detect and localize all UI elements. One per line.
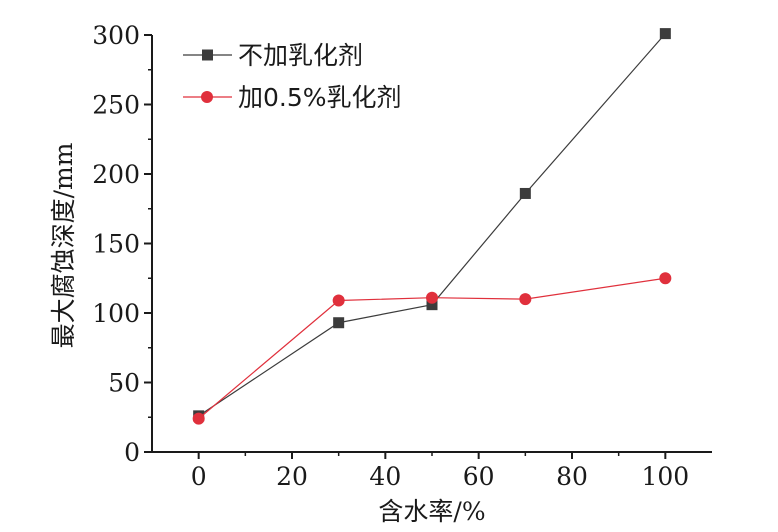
data-point bbox=[659, 272, 672, 285]
data-point bbox=[333, 317, 345, 329]
y-tick-label: 100 bbox=[92, 299, 140, 328]
x-tick-label: 0 bbox=[191, 462, 207, 491]
data-point bbox=[426, 299, 438, 311]
data-point bbox=[519, 187, 531, 199]
x-tick-label: 80 bbox=[556, 462, 588, 491]
y-tick-label: 250 bbox=[92, 91, 140, 120]
x-tick-label: 20 bbox=[276, 462, 308, 491]
y-axis-title: 最大腐蚀深度/mm bbox=[49, 142, 78, 348]
data-point bbox=[659, 28, 671, 40]
legend-entry: 不加乳化剂 bbox=[183, 41, 363, 70]
series-layer bbox=[192, 28, 672, 425]
y-tick-label: 150 bbox=[92, 230, 140, 259]
legend-marker bbox=[201, 91, 213, 103]
legend-marker bbox=[202, 49, 213, 61]
y-tick-label: 200 bbox=[92, 160, 140, 189]
legend-label: 加0.5%乳化剂 bbox=[238, 83, 402, 112]
x-tick-label: 40 bbox=[369, 462, 401, 491]
y-tick-label: 50 bbox=[108, 369, 140, 398]
x-axis-title: 含水率/% bbox=[378, 497, 485, 526]
x-tick-label: 100 bbox=[641, 462, 689, 491]
legend-label: 不加乳化剂 bbox=[238, 41, 363, 70]
data-point bbox=[332, 294, 345, 307]
data-point bbox=[426, 291, 438, 304]
y-tick-label: 300 bbox=[92, 21, 140, 50]
y-tick-label: 0 bbox=[124, 438, 140, 467]
data-point bbox=[519, 293, 532, 306]
legend-entry: 加0.5%乳化剂 bbox=[183, 83, 402, 112]
axes: 0 20 40 60 80 100 0 50 100 150 200 250 300 bbox=[92, 21, 712, 491]
series-2 bbox=[192, 272, 672, 425]
x-tick-label: 60 bbox=[463, 462, 495, 491]
data-point bbox=[192, 412, 205, 425]
